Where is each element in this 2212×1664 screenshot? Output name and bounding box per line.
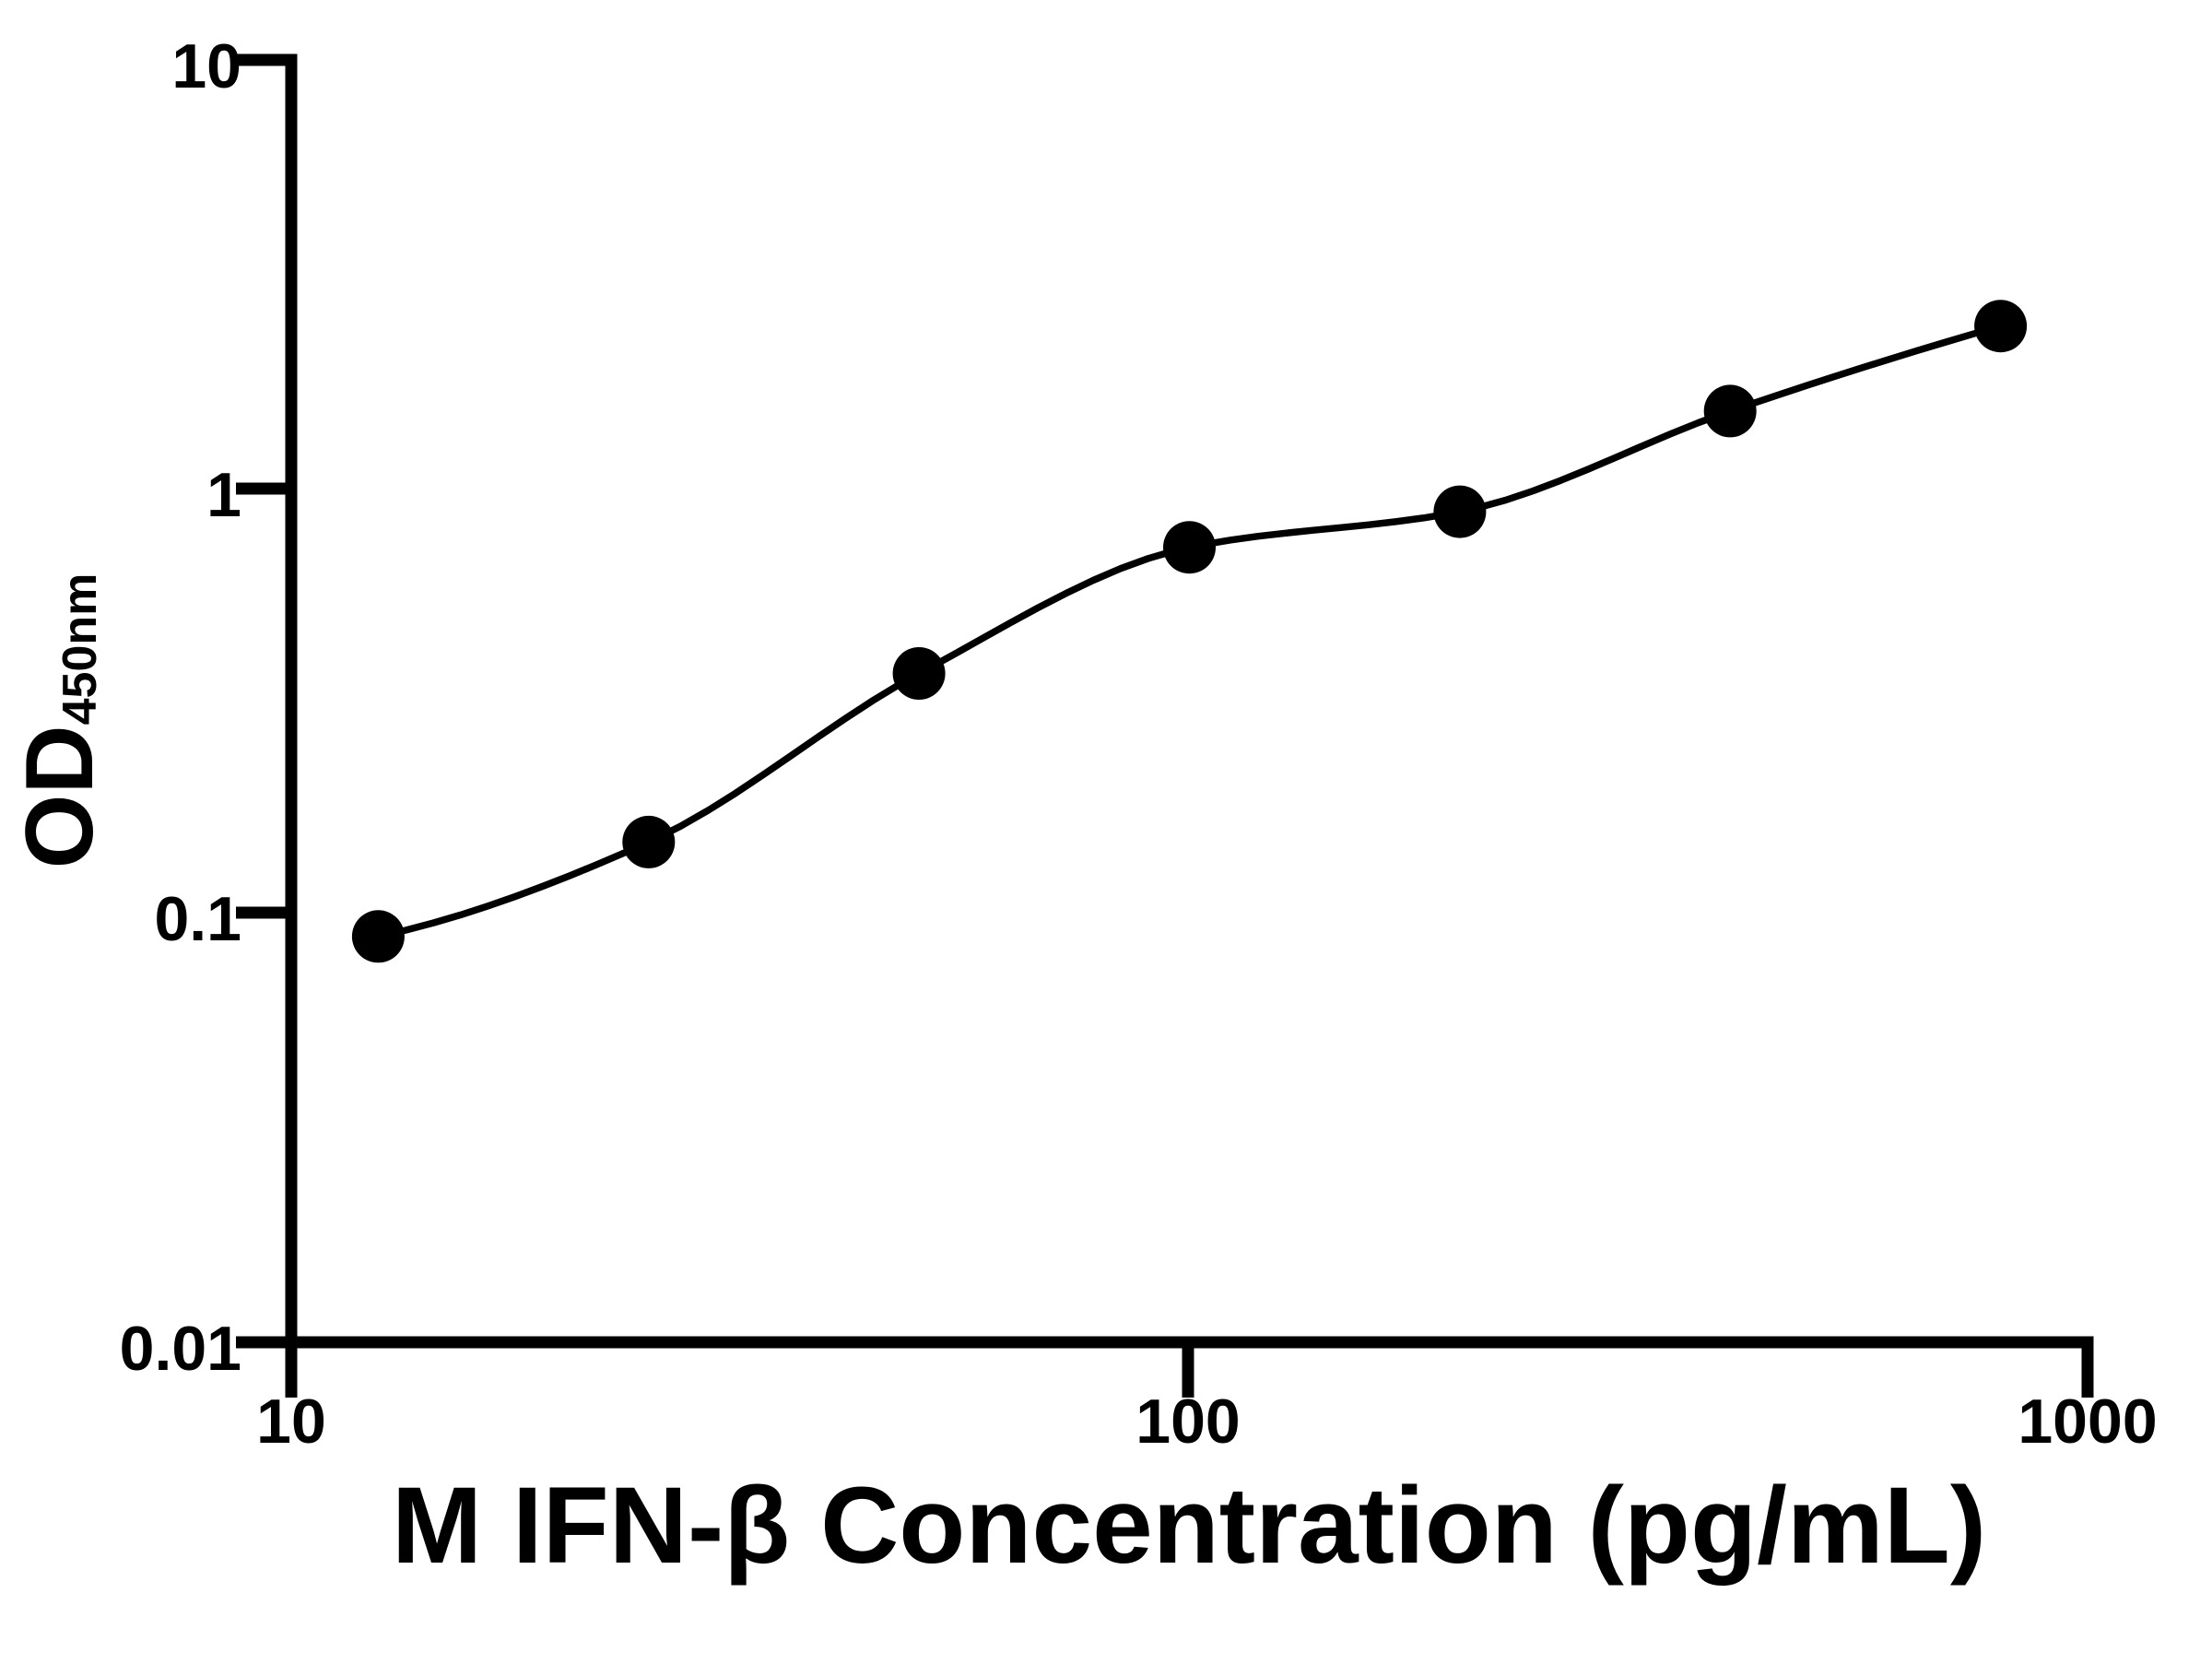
svg-text:100: 100 bbox=[1135, 1387, 1240, 1457]
svg-text:0.1: 0.1 bbox=[154, 884, 241, 954]
svg-text:1000: 1000 bbox=[2018, 1387, 2157, 1457]
svg-text:0.01: 0.01 bbox=[120, 1314, 241, 1384]
svg-text:1: 1 bbox=[206, 460, 241, 530]
svg-text:M IFN-β Concentration (pg/mL): M IFN-β Concentration (pg/mL) bbox=[392, 1465, 1986, 1587]
svg-text:10: 10 bbox=[256, 1387, 326, 1457]
svg-text:10: 10 bbox=[171, 31, 241, 101]
